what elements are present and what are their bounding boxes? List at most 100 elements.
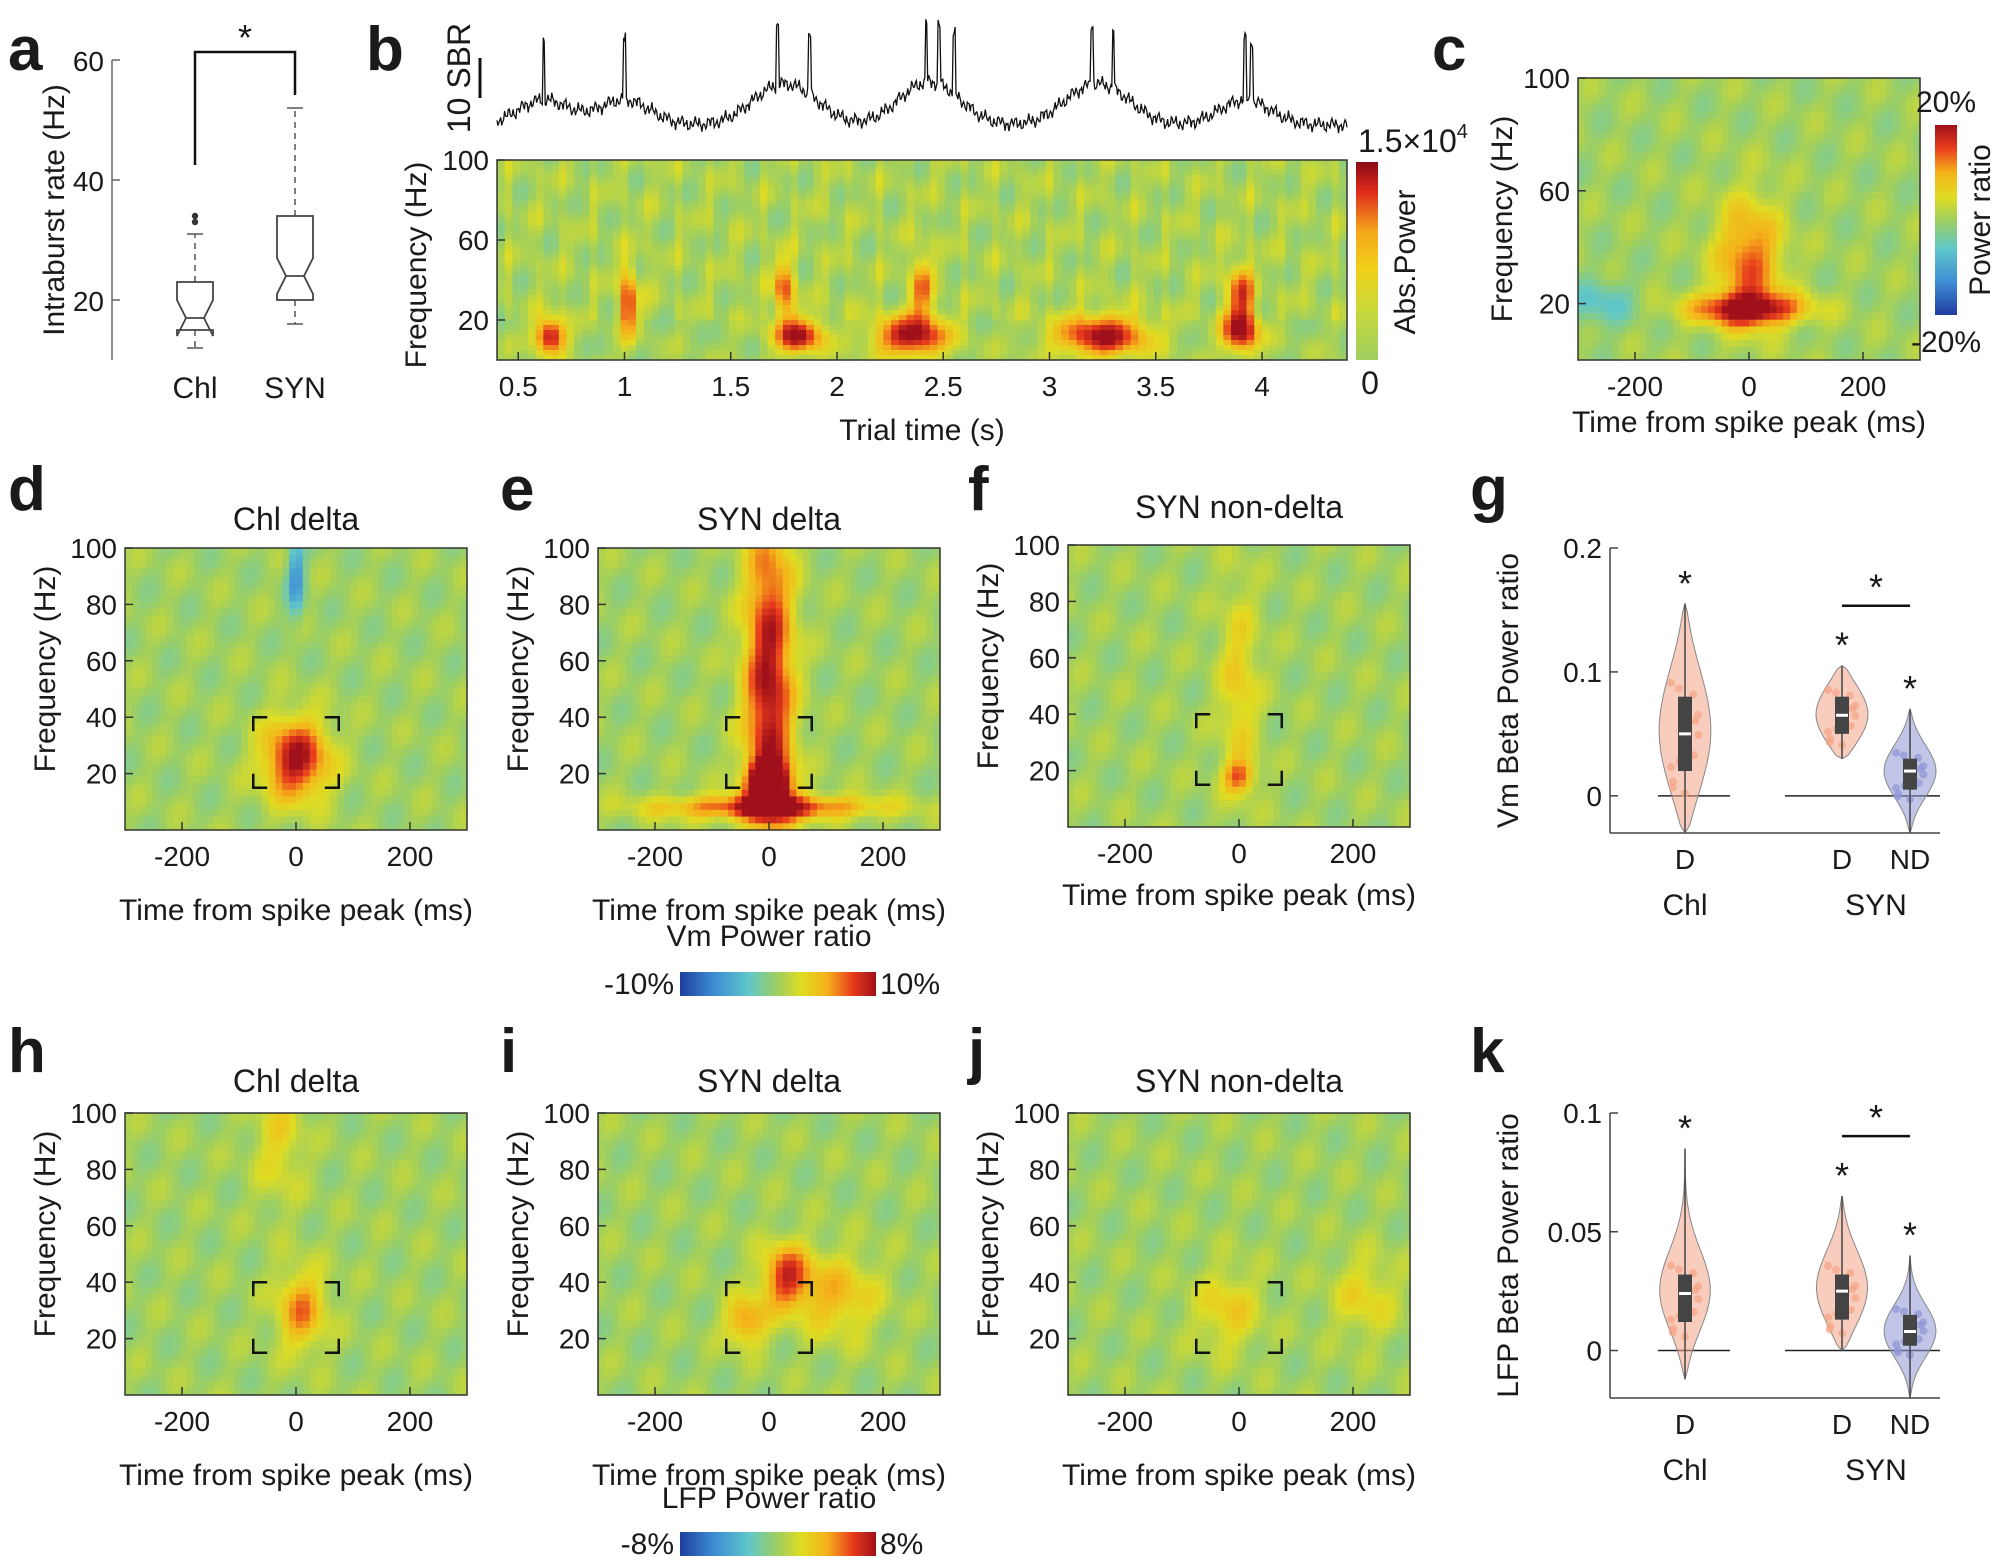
heatmap-cell [605,200,614,206]
heatmap-cell [898,245,908,251]
heatmap-cell [767,325,776,331]
heatmap-cell [1115,260,1124,266]
heatmap-cell [1262,350,1271,356]
heatmap-cell [1207,210,1217,216]
heatmap-cell [551,235,560,241]
heatmap-cell [690,355,699,361]
heatmap-cell [1308,175,1317,181]
heatmap-cell [821,335,830,341]
heatmap-cell [1130,215,1139,221]
heatmap-cell [1037,330,1047,336]
heatmap-cell [922,160,931,166]
heatmap-cell [922,170,931,176]
heatmap-cell [697,175,707,181]
heatmap-cell [906,180,915,186]
heatmap-cell [1612,84,1620,93]
heatmap-cell [566,210,575,216]
heatmap-cell [1625,84,1634,93]
heatmap-cell [929,320,939,326]
heatmap-cell [1223,205,1232,211]
heatmap-cell [821,265,830,271]
heatmap-cell [1660,111,1668,119]
heatmap-cell [999,330,1008,336]
heatmap-cell [1037,250,1047,256]
heatmap-cell [1598,198,1606,207]
heatmap-cell [1215,235,1224,241]
heatmap-cell [1231,200,1240,206]
heatmap-cell [1061,160,1070,166]
heatmap-cell [1007,310,1016,316]
heatmap-cell [860,220,869,226]
heatmap-cell [898,180,908,186]
heatmap-cell [837,355,846,361]
heatmap-cell [976,335,985,341]
heatmap-cell [999,315,1008,321]
heatmap-cell [883,325,892,331]
heatmap-cell [991,170,1000,176]
heatmap-cell [1138,205,1147,211]
heatmap-cell [558,160,568,166]
heatmap-cell [906,225,915,231]
heatmap-cell [752,300,761,306]
heatmap-cell [636,345,645,351]
heatmap-cell [1639,272,1647,281]
heatmap-cell [582,240,591,246]
heatmap-cell [1246,335,1255,341]
heatmap-cell [1285,195,1294,201]
heatmap-cell [952,275,962,281]
heatmap-cell [1215,270,1224,276]
heatmap-cell [1323,170,1333,176]
heatmap-cell [1184,355,1194,361]
heatmap-cell [574,210,583,216]
heatmap-cell [682,215,691,221]
heatmap-cell [1339,355,1348,361]
heatmap-cell [759,190,769,196]
heatmap-cell [1223,325,1232,331]
heatmap-cell [497,265,506,271]
panel-label-a: a [8,15,43,84]
heatmap-cell [1246,200,1255,206]
heatmap-cell [690,210,699,216]
heatmap-cell [1308,245,1317,251]
heatmap-cell [1007,270,1016,276]
heatmap-cell [922,195,931,201]
heatmap-cell [1300,265,1309,271]
heatmap-cell [551,165,560,171]
heatmap-cell [999,345,1008,351]
heatmap-cell [721,270,730,276]
heatmap-cell [1192,355,1201,361]
heatmap-cell [636,235,645,241]
heatmap-cell [1177,215,1186,221]
heatmap-cell [744,355,753,361]
heatmap-cell [605,330,614,336]
heatmap-cell [999,320,1008,326]
heatmap-cell [1053,215,1062,221]
heatmap-cell [1061,205,1070,211]
heatmap-cell [1192,170,1201,176]
heatmap-cell [1215,310,1224,316]
y-tick-label: 20 [73,286,104,317]
heatmap-cell [922,280,931,286]
heatmap-cell [574,180,583,186]
heatmap-cell [520,300,529,306]
heatmap-cell [566,265,575,271]
heatmap-cell [1045,290,1054,296]
heatmap-cell [1192,160,1201,166]
heatmap-cell [620,310,629,316]
heatmap-cell [844,280,854,286]
heatmap-cell [798,185,807,191]
heatmap-cell [1076,220,1085,226]
heatmap-cell [1092,310,1101,316]
heatmap-cell [1177,255,1186,261]
heatmap-cell [837,235,846,241]
heatmap-cell [790,240,799,246]
heatmap-cell [527,320,537,326]
heatmap-cell [1099,290,1109,296]
heatmap-cell [1269,245,1279,251]
heatmap-cell [574,185,583,191]
heatmap-cell [922,265,931,271]
heatmap-cell [1122,340,1132,346]
heatmap-cell [945,285,954,291]
heatmap-cell [1068,230,1078,236]
heatmap-cell [520,175,529,181]
